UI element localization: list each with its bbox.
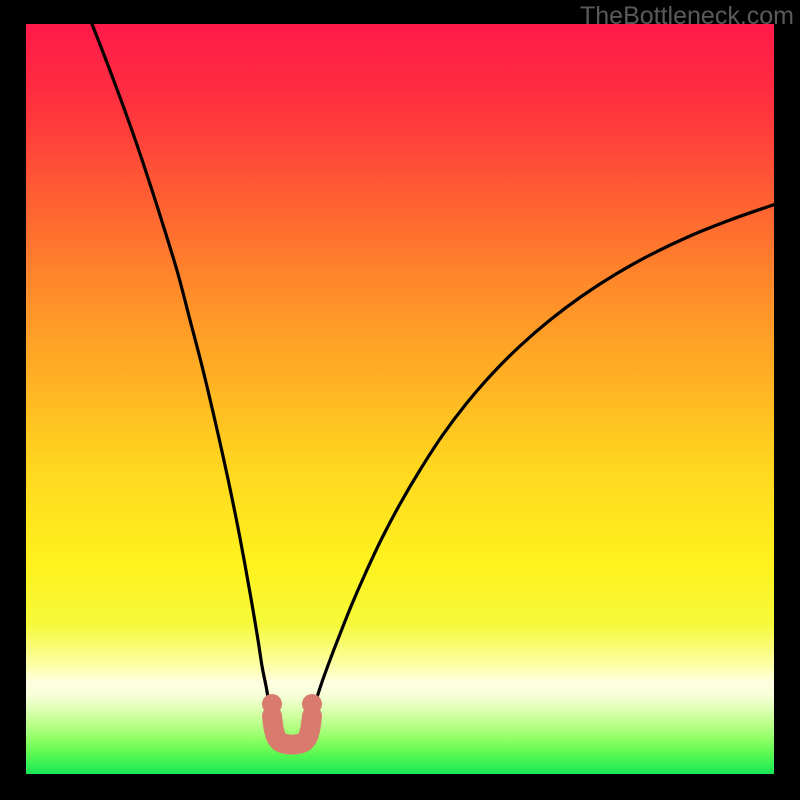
chart-container: TheBottleneck.com — [0, 0, 800, 800]
valley-dot-left — [262, 694, 282, 714]
valley-dot-right — [302, 694, 322, 714]
chart-svg — [0, 0, 800, 800]
plot-background — [26, 24, 774, 774]
watermark-text: TheBottleneck.com — [580, 2, 794, 31]
